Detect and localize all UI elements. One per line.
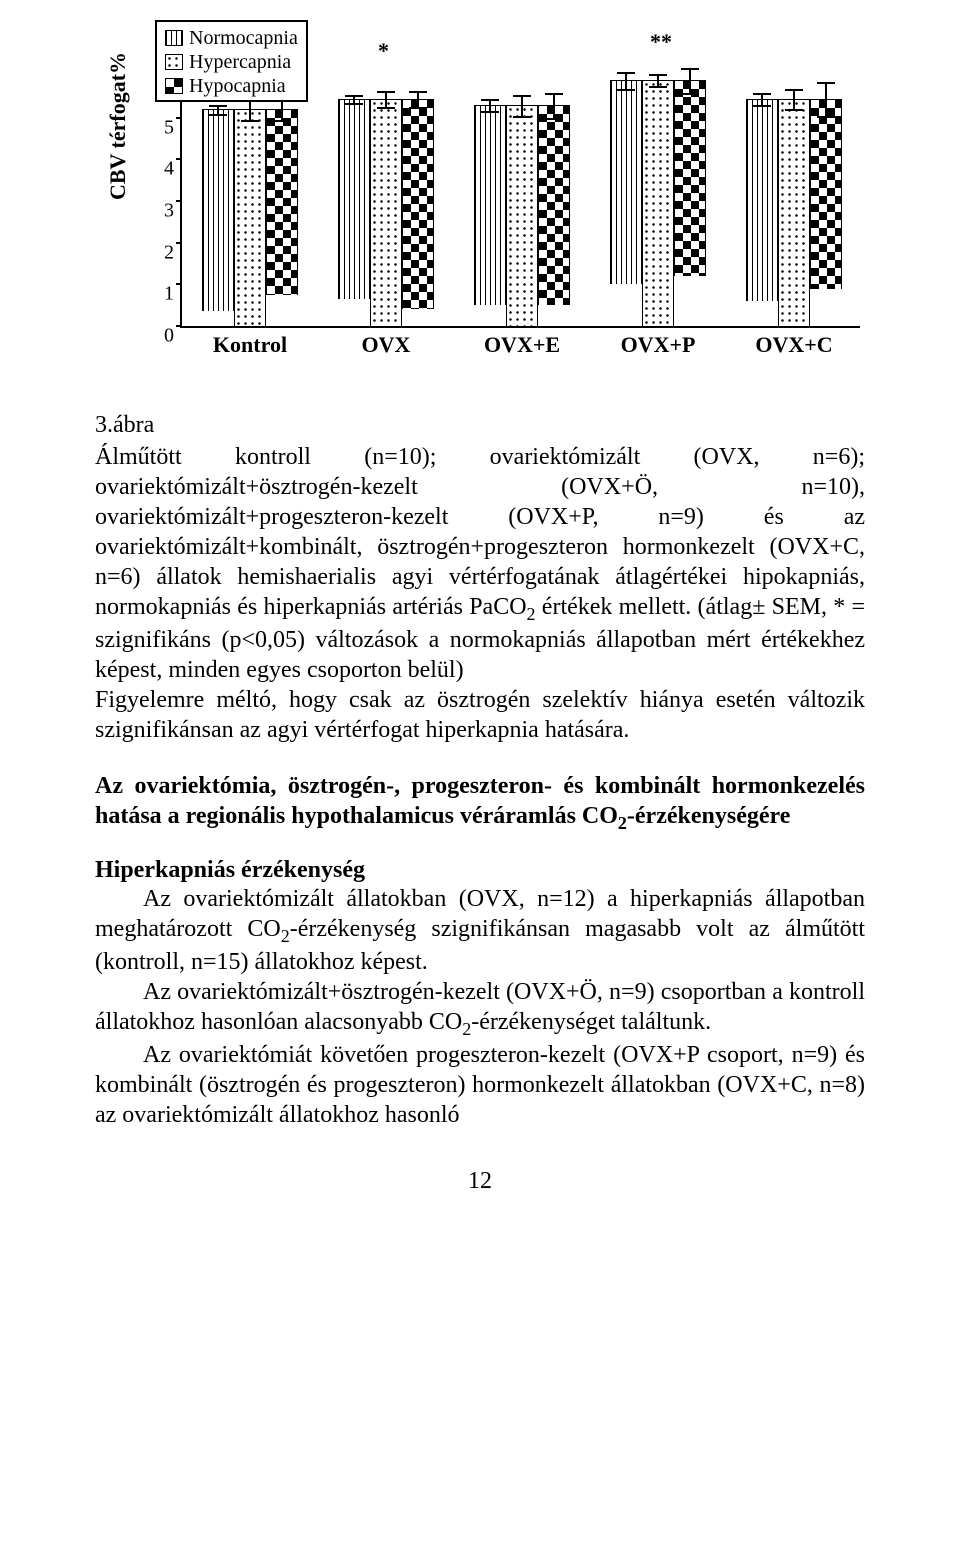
body-paragraph: Az ovariektómiát követően progeszteron-k… — [95, 1040, 865, 1130]
x-tick-label: OVX — [336, 326, 436, 358]
y-tick-label: 2 — [147, 241, 182, 264]
chart-bar — [642, 80, 674, 326]
figure-label: 3.ábra — [95, 412, 154, 438]
chart-bar — [474, 105, 506, 305]
chart-legend: Normocapnia Hypercapnia Hypocapnia — [155, 20, 308, 102]
legend-label: Normocapnia — [189, 26, 298, 50]
y-tick-label: 3 — [147, 200, 182, 223]
caption-text: Figyelemre méltó, hogy csak az ösztrogén… — [95, 685, 865, 745]
legend-item: Hypercapnia — [165, 50, 298, 74]
x-tick-label: OVX+P — [608, 326, 708, 358]
y-tick-label: 4 — [147, 158, 182, 181]
body-paragraph: Az ovariektómizált+ösztrogén-kezelt (OVX… — [95, 977, 865, 1040]
y-tick-label: 1 — [147, 283, 182, 306]
chart-bar — [202, 109, 234, 311]
y-tick-label: 5 — [147, 116, 182, 139]
legend-label: Hypocapnia — [189, 74, 286, 98]
chart-group: OVX+P — [608, 78, 708, 326]
legend-swatch — [165, 30, 183, 46]
chart-bar — [338, 99, 370, 299]
legend-item: Hypocapnia — [165, 74, 298, 98]
chart-bar — [266, 109, 298, 294]
chart-bar — [746, 99, 778, 301]
x-tick-label: OVX+C — [744, 326, 844, 358]
legend-swatch — [165, 78, 183, 94]
legend-item: Normocapnia — [165, 26, 298, 50]
legend-label: Hypercapnia — [189, 50, 291, 74]
chart-group: Kontrol — [200, 78, 300, 326]
subsection-heading: Hiperkapniás érzékenység — [95, 857, 865, 884]
body-paragraph: Az ovariektómizált állatokban (OVX, n=12… — [95, 884, 865, 977]
caption-sub: 2 — [527, 604, 536, 624]
chart-group: OVX+C — [744, 78, 844, 326]
chart-bar — [610, 80, 642, 284]
chart-group: OVX — [336, 78, 436, 326]
chart-bar — [538, 105, 570, 305]
x-tick-label: Kontrol — [200, 326, 300, 358]
chart-plot-area: 0123456KontrolOVXOVX+EOVX+POVX+C*** — [180, 78, 860, 328]
y-tick-label: 0 — [147, 325, 182, 348]
legend-swatch — [165, 54, 183, 70]
chart-bar — [810, 99, 842, 289]
chart-bar — [370, 99, 402, 326]
x-tick-label: OVX+E — [472, 326, 572, 358]
chart-bar — [402, 99, 434, 309]
y-axis-label: CBV térfogat% — [105, 52, 131, 200]
cbv-chart: Normocapnia Hypercapnia Hypocapnia CBV t… — [95, 20, 865, 390]
chart-bar — [234, 109, 266, 326]
significance-marker: * — [378, 38, 389, 64]
chart-group: OVX+E — [472, 78, 572, 326]
section-heading: Az ovariektómia, ösztrogén-, progesztero… — [95, 771, 865, 834]
figure-caption: 3.ábra Álműtött kontroll (n=10); ovariek… — [95, 410, 865, 745]
page-number: 12 — [95, 1168, 865, 1195]
significance-marker: ** — [650, 29, 672, 55]
chart-bar — [506, 105, 538, 326]
chart-bar — [674, 80, 706, 276]
chart-bar — [778, 99, 810, 326]
